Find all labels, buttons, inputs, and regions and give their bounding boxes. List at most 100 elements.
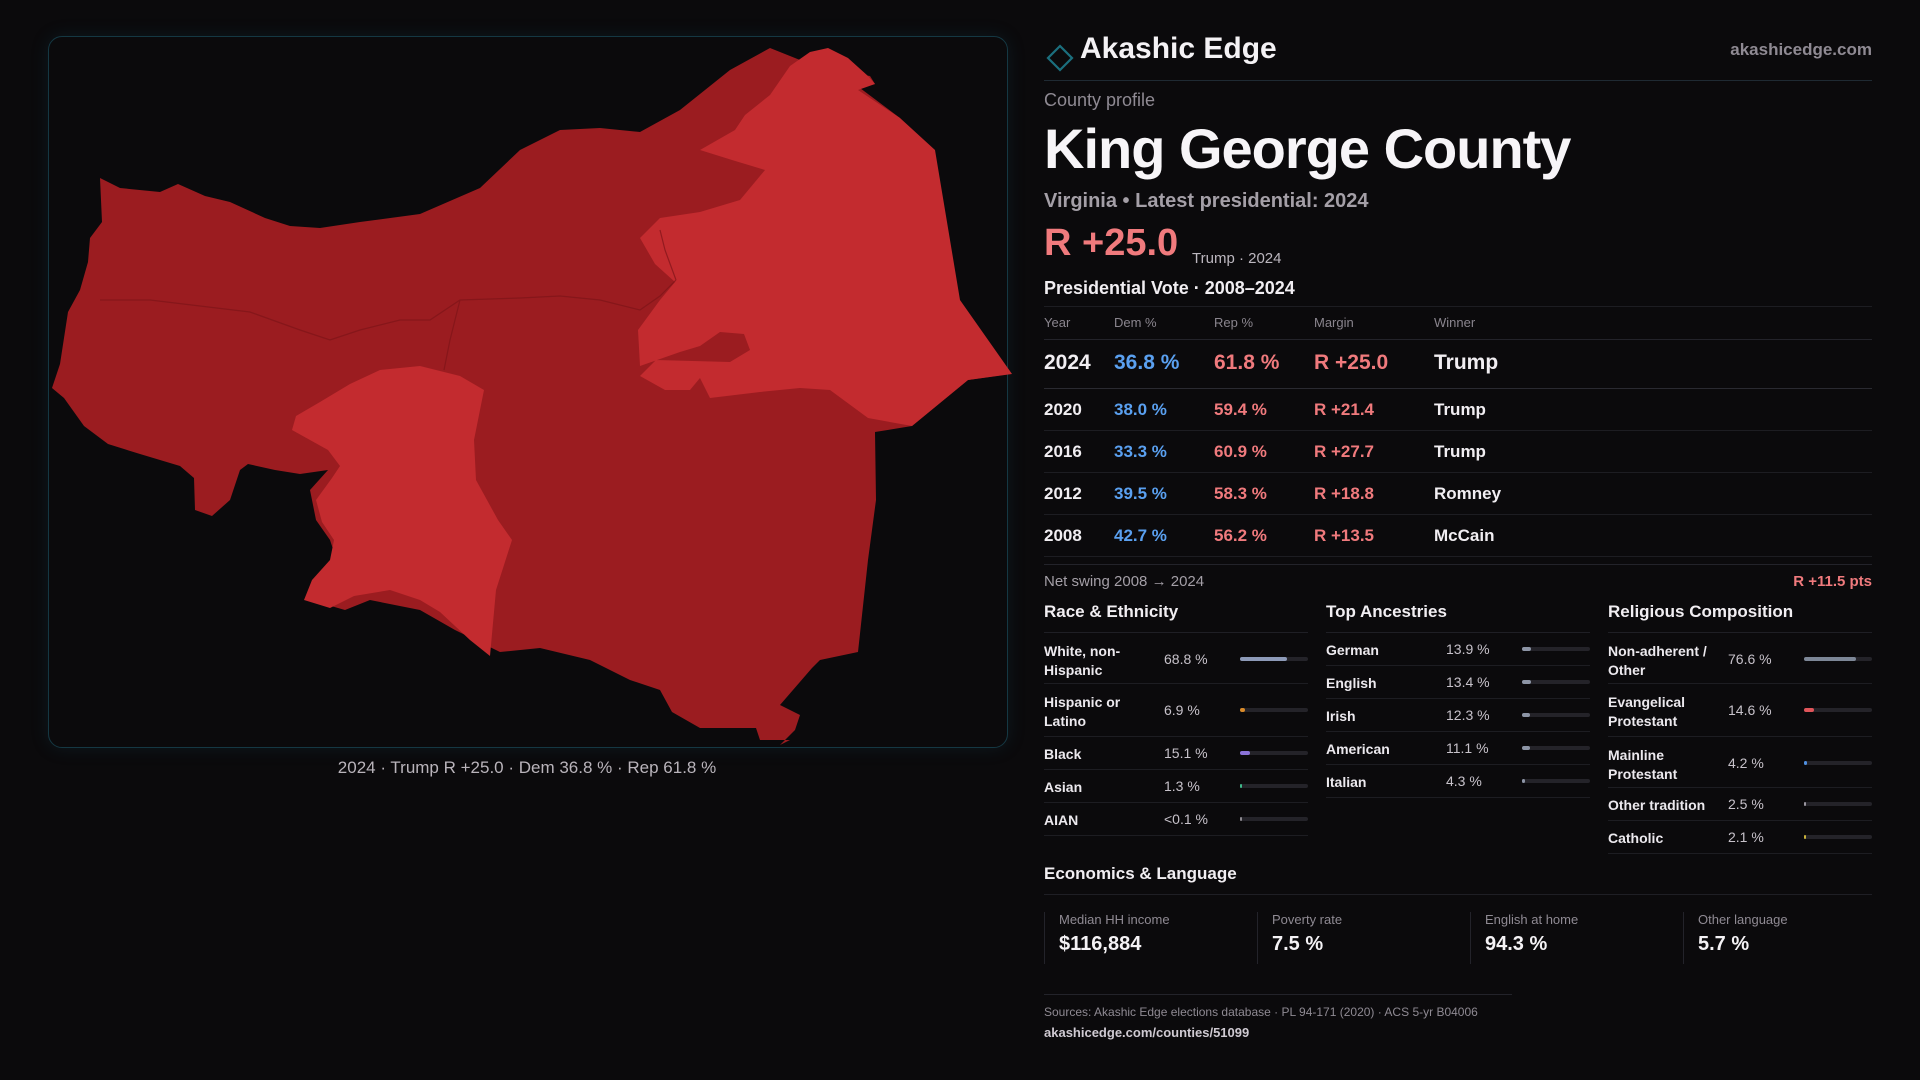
col-header-margin: Margin bbox=[1314, 315, 1354, 330]
list-item: Irish 12.3 % bbox=[1326, 699, 1590, 732]
item-label: Evangelical Protestant bbox=[1608, 694, 1686, 729]
stat-label: English at home bbox=[1485, 912, 1579, 927]
item-bar bbox=[1804, 802, 1872, 806]
item-bar bbox=[1804, 708, 1872, 712]
stat-label: Other language bbox=[1698, 912, 1788, 927]
vote-table: Year Dem % Rep % Margin Winner 2024 36.8… bbox=[1044, 306, 1872, 557]
row-rep: 61.8 % bbox=[1214, 351, 1280, 374]
row-rep: 60.9 % bbox=[1214, 442, 1267, 461]
item-bar-fill bbox=[1804, 761, 1807, 765]
item-label: Asian bbox=[1044, 779, 1083, 795]
item-value: 14.6 % bbox=[1728, 702, 1772, 718]
list-item: Hispanic or Latino 6.9 % bbox=[1044, 684, 1308, 737]
item-bar-fill bbox=[1240, 657, 1287, 661]
item-bar-fill bbox=[1240, 708, 1245, 712]
table-row: 2016 33.3 % 60.9 % R +27.7 Trump bbox=[1044, 431, 1872, 473]
item-bar-fill bbox=[1804, 802, 1806, 806]
ancestries-section: Top Ancestries German 13.9 % English 13.… bbox=[1326, 602, 1590, 798]
list-item: AIAN <0.1 % bbox=[1044, 803, 1308, 836]
item-value: 12.3 % bbox=[1446, 707, 1490, 723]
item-label: Hispanic or Latino bbox=[1044, 694, 1121, 729]
row-winner: Romney bbox=[1434, 484, 1502, 503]
item-bar bbox=[1804, 657, 1872, 661]
row-margin: R +13.5 bbox=[1314, 526, 1375, 545]
item-bar-fill bbox=[1804, 708, 1814, 712]
list-item: Asian 1.3 % bbox=[1044, 770, 1308, 803]
row-year: 2012 bbox=[1044, 484, 1082, 503]
row-rep: 58.3 % bbox=[1214, 484, 1267, 503]
item-bar-fill bbox=[1522, 713, 1530, 717]
map-caption: 2024 · Trump R +25.0 · Dem 36.8 % · Rep … bbox=[337, 758, 717, 777]
row-dem: 38.0 % bbox=[1114, 400, 1167, 419]
brand-url-link[interactable]: akashicedge.com bbox=[1730, 40, 1872, 59]
list-item: American 11.1 % bbox=[1326, 732, 1590, 765]
item-bar bbox=[1240, 751, 1308, 755]
stat-label: Median HH income bbox=[1059, 912, 1170, 927]
vote-table-title: Presidential Vote · 2008–2024 bbox=[1044, 278, 1295, 298]
row-dem: 39.5 % bbox=[1114, 484, 1167, 503]
table-row: 2020 38.0 % 59.4 % R +21.4 Trump bbox=[1044, 389, 1872, 431]
item-label: American bbox=[1326, 741, 1390, 757]
item-bar bbox=[1240, 784, 1308, 788]
brand-name[interactable]: Akashic Edge bbox=[1080, 32, 1277, 65]
row-margin: R +27.7 bbox=[1314, 442, 1375, 461]
list-item: Evangelical Protestant 14.6 % bbox=[1608, 684, 1872, 737]
stat-value: 94.3 % bbox=[1485, 933, 1548, 955]
item-bar bbox=[1522, 779, 1590, 783]
source-url-link[interactable]: akashicedge.com/counties/51099 bbox=[1044, 1025, 1250, 1040]
row-dem: 33.3 % bbox=[1114, 442, 1167, 461]
row-winner: McCain bbox=[1434, 526, 1495, 545]
sources-text: Sources: Akashic Edge elections database… bbox=[1044, 1005, 1478, 1019]
race-ethnicity-section: Race & Ethnicity White, non-Hispanic 68.… bbox=[1044, 602, 1308, 836]
row-rep: 56.2 % bbox=[1214, 526, 1267, 545]
diamond-logo-icon bbox=[1046, 44, 1074, 72]
section-title: Race & Ethnicity bbox=[1044, 602, 1308, 633]
stat-value: $116,884 bbox=[1059, 933, 1142, 955]
map-region-northeast[interactable] bbox=[638, 48, 1012, 426]
table-row: 2012 39.5 % 58.3 % R +18.8 Romney bbox=[1044, 473, 1872, 515]
table-row: 2008 42.7 % 56.2 % R +13.5 McCain bbox=[1044, 515, 1872, 557]
net-swing-label: Net swing 2008 → 2024 bbox=[1044, 573, 1205, 590]
item-bar bbox=[1522, 647, 1590, 651]
section-title: Religious Composition bbox=[1608, 602, 1872, 633]
table-row: 2024 36.8 % 61.8 % R +25.0 Trump bbox=[1044, 340, 1872, 389]
row-winner: Trump bbox=[1434, 351, 1499, 374]
item-label: German bbox=[1326, 642, 1379, 658]
stat-median-income: Median HH income $116,884 bbox=[1044, 912, 1170, 964]
col-header-dem: Dem % bbox=[1114, 315, 1157, 330]
item-bar-fill bbox=[1240, 784, 1242, 788]
item-label: Irish bbox=[1326, 708, 1356, 724]
col-header-rep: Rep % bbox=[1214, 315, 1254, 330]
stat-other-language: Other language 5.7 % bbox=[1683, 912, 1788, 964]
item-label: White, non-Hispanic bbox=[1044, 643, 1121, 678]
state-line: Virginia • Latest presidential: 2024 bbox=[1044, 190, 1369, 212]
item-bar-fill bbox=[1522, 746, 1530, 750]
list-item: Italian 4.3 % bbox=[1326, 765, 1590, 798]
item-value: <0.1 % bbox=[1164, 811, 1208, 827]
item-bar-fill bbox=[1522, 680, 1531, 684]
stat-value: 5.7 % bbox=[1698, 933, 1750, 955]
item-label: Italian bbox=[1326, 774, 1367, 790]
vote-table-header: Year Dem % Rep % Margin Winner bbox=[1044, 306, 1872, 340]
row-winner: Trump bbox=[1434, 442, 1486, 461]
section-title: Top Ancestries bbox=[1326, 602, 1590, 633]
profile-subtitle: County profile bbox=[1044, 90, 1156, 110]
row-year: 2016 bbox=[1044, 442, 1082, 461]
item-value: 6.9 % bbox=[1164, 702, 1200, 718]
economics-section-title: Economics & Language bbox=[1044, 864, 1872, 895]
item-label: Non-adherent / Other bbox=[1608, 643, 1707, 678]
item-label: AIAN bbox=[1044, 812, 1079, 828]
headline-margin: R +25.0 bbox=[1044, 222, 1179, 264]
stat-english-at-home: English at home 94.3 % bbox=[1470, 912, 1578, 964]
row-dem: 36.8 % bbox=[1114, 351, 1180, 374]
item-value: 15.1 % bbox=[1164, 745, 1208, 761]
map-region-southwest[interactable] bbox=[292, 366, 512, 656]
item-bar bbox=[1240, 708, 1308, 712]
row-margin: R +21.4 bbox=[1314, 400, 1375, 419]
item-bar bbox=[1240, 657, 1308, 661]
item-value: 2.1 % bbox=[1728, 829, 1764, 845]
stat-value: 7.5 % bbox=[1272, 933, 1324, 955]
item-value: 2.5 % bbox=[1728, 796, 1764, 812]
list-item: White, non-Hispanic 68.8 % bbox=[1044, 633, 1308, 684]
item-bar bbox=[1522, 746, 1590, 750]
